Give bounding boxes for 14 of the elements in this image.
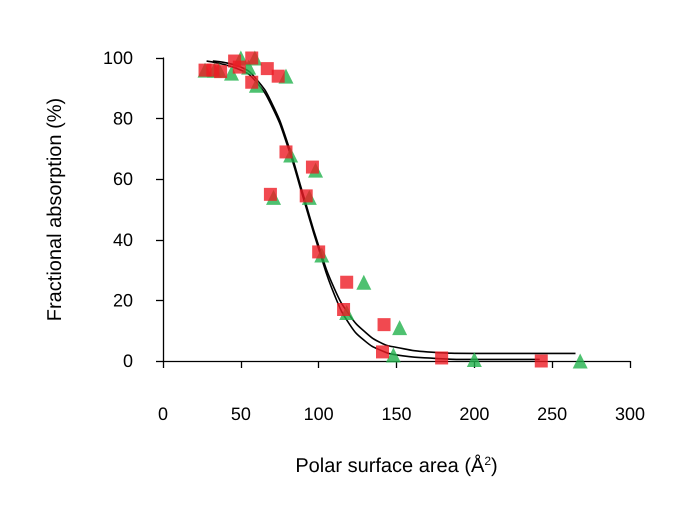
y-axis-title: Fractional absorption (%) <box>44 98 66 322</box>
y-tick-label: 0 <box>122 351 133 371</box>
x-tick-label: 50 <box>230 404 251 424</box>
y-tick-label: 60 <box>112 169 133 190</box>
x-tick-label: 100 <box>304 404 334 424</box>
y-tick-label: 100 <box>102 48 133 68</box>
y-tick-label: 20 <box>112 290 133 310</box>
x-tick-label: 300 <box>614 404 646 424</box>
y-tick-label: 80 <box>112 108 133 129</box>
x-tick-label: 200 <box>459 404 490 424</box>
x-tick-label: 250 <box>537 404 568 424</box>
y-tick-label: 40 <box>112 230 133 250</box>
x-tick-label: 0 <box>158 404 168 424</box>
x-tick-label: 150 <box>381 404 412 424</box>
